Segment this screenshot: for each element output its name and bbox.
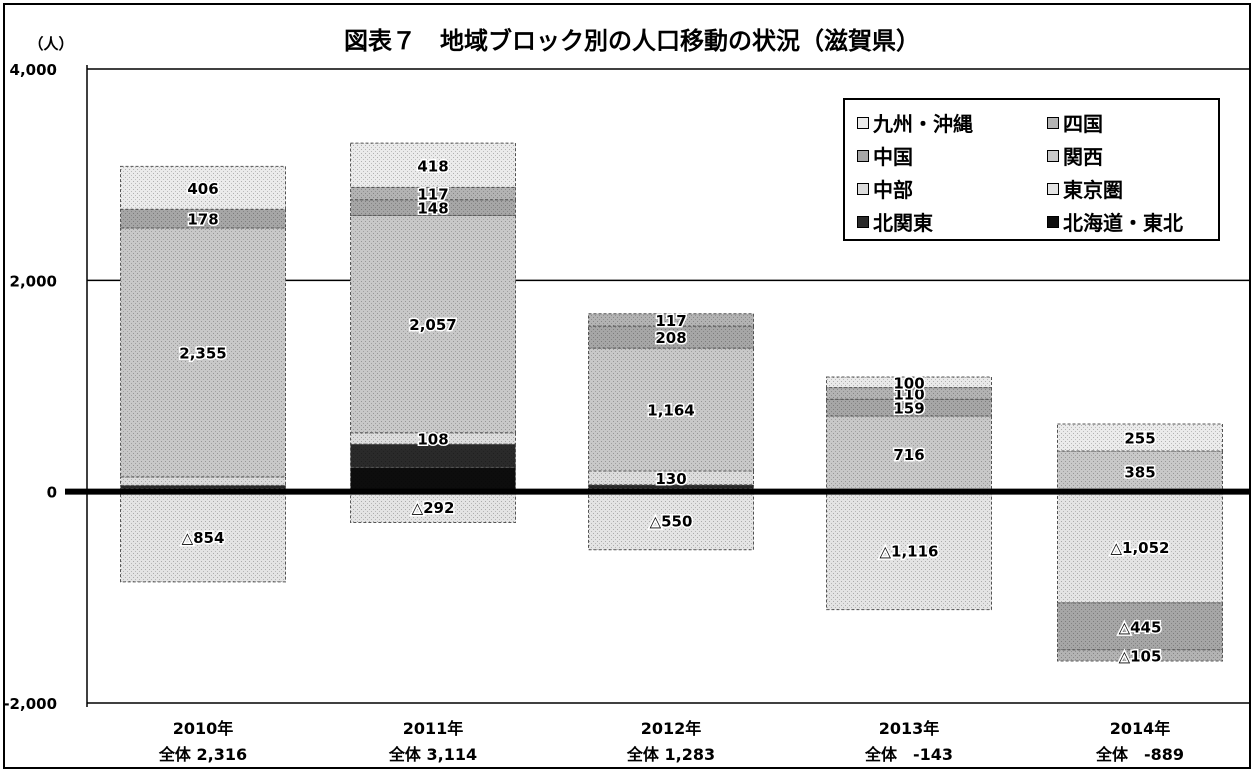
data-label: 406 <box>187 180 218 198</box>
legend-swatch <box>1047 182 1059 195</box>
data-label: 208 <box>655 329 686 347</box>
x-tick-label: 2010年 <box>173 719 234 738</box>
legend-item: 四国 <box>1047 108 1103 137</box>
bar-segment-texture <box>826 491 992 610</box>
x-tick-label: 2012年 <box>641 719 702 738</box>
bar-segment-texture <box>1057 649 1223 661</box>
data-label: 108 <box>417 430 448 448</box>
data-label: 117 <box>417 186 448 204</box>
legend-item: 東京圏 <box>1047 174 1123 203</box>
data-label: 255 <box>1124 430 1155 448</box>
data-label: 2,355 <box>179 344 226 362</box>
bar-segment-texture <box>826 399 992 417</box>
chart-legend: 九州・沖縄 四国中国 関西中部 東京圏北関東 北海道・東北 <box>843 98 1220 241</box>
bar-segment-texture <box>826 416 992 492</box>
data-label: 418 <box>417 157 448 175</box>
bar-segment-texture <box>1057 491 1223 603</box>
legend-label: 九州・沖縄 <box>873 112 973 136</box>
data-label: 385 <box>1124 463 1155 481</box>
bar-segment-texture <box>588 348 754 472</box>
legend-label: 北関東 <box>873 211 933 235</box>
stacked-bar-chart: 図表７ 地域ブロック別の人口移動の状況（滋賀県） （人） △854 2,355 17… <box>5 27 1249 764</box>
data-label: △1,116 <box>880 543 939 561</box>
legend-label: 中部 <box>873 178 913 202</box>
bar-segment-texture <box>350 491 516 523</box>
y-tick-label: 0 <box>47 484 57 502</box>
bar-segment-texture <box>350 432 516 445</box>
data-label: 148 <box>417 200 448 218</box>
bar-segment-texture <box>588 313 754 327</box>
legend-item: 北関東 <box>857 207 933 236</box>
legend-item: 北海道・東北 <box>1047 207 1183 236</box>
data-label: △854 <box>182 529 225 547</box>
bar-segment-texture <box>1057 450 1223 492</box>
data-label: △292 <box>412 499 455 517</box>
legend-swatch <box>1047 215 1059 228</box>
bar-segment-texture <box>350 467 516 492</box>
bar-segment-texture <box>826 387 992 400</box>
legend-item: 中部 <box>857 174 913 203</box>
legend-label: 四国 <box>1063 112 1103 136</box>
legend-label: 関西 <box>1063 145 1103 169</box>
data-label: 159 <box>893 400 924 418</box>
bar-segment-texture <box>350 215 516 433</box>
bar-segment-texture <box>350 143 516 188</box>
data-label: △550 <box>650 513 693 531</box>
bar-segment-texture <box>120 476 286 486</box>
bar-segment-texture <box>350 199 516 216</box>
bar-segment-texture <box>1057 602 1223 650</box>
bar-segment-texture <box>588 484 754 489</box>
chart-title: 図表７ 地域ブロック別の人口移動の状況（滋賀県） <box>344 27 920 55</box>
data-label: 100 <box>893 374 924 392</box>
legend-swatch <box>857 182 869 195</box>
x-tick-total-label: 全体 -143 <box>864 745 953 764</box>
y-tick-label: 2,000 <box>10 272 57 290</box>
data-label: △445 <box>1119 618 1162 636</box>
legend-label: 中国 <box>873 145 913 169</box>
data-label: 117 <box>655 312 686 330</box>
legend-label: 東京圏 <box>1063 178 1123 202</box>
legend-swatch <box>1047 116 1059 129</box>
x-tick-total-label: 全体 -889 <box>1095 745 1184 764</box>
bar-segment-texture <box>120 491 286 582</box>
y-tick-label: 4,000 <box>10 61 57 79</box>
legend-swatch <box>1047 149 1059 162</box>
x-tick-label: 2013年 <box>879 719 940 738</box>
bar-segment-texture <box>350 187 516 200</box>
x-tick-label: 2011年 <box>403 719 464 738</box>
legend-item: 九州・沖縄 <box>857 108 973 137</box>
legend-item: 関西 <box>1047 141 1103 170</box>
bar-segment-texture <box>120 166 286 210</box>
legend-swatch <box>857 149 869 162</box>
bar-segment-texture <box>826 377 992 388</box>
x-tick-label: 2014年 <box>1110 719 1171 738</box>
data-label: △1,052 <box>1111 539 1170 557</box>
bar-segment-texture <box>588 471 754 485</box>
data-label: 716 <box>893 446 924 464</box>
x-tick-total-label: 全体 3,114 <box>388 745 477 764</box>
data-label: 130 <box>655 470 686 488</box>
chart-frame: 図表７ 地域ブロック別の人口移動の状況（滋賀県） （人） △854 2,355 17… <box>3 3 1251 769</box>
x-tick-total-label: 全体 2,316 <box>158 745 247 764</box>
data-label: 2,057 <box>409 316 456 334</box>
data-label: 1,164 <box>647 402 694 420</box>
data-label: 178 <box>187 211 218 229</box>
bar-segment-texture <box>1057 424 1223 451</box>
bar-segment-texture <box>588 491 754 550</box>
y-tick-label: -2,000 <box>5 695 57 713</box>
bar-segment-texture <box>350 444 516 468</box>
legend-swatch <box>857 116 869 129</box>
data-label: 110 <box>893 385 924 403</box>
legend-item: 中国 <box>857 141 913 170</box>
legend-label: 北海道・東北 <box>1063 211 1183 235</box>
bar-segment-texture <box>120 209 286 229</box>
legend-swatch <box>857 215 869 228</box>
bar-segment-texture <box>120 485 286 489</box>
y-axis-unit-label: （人） <box>28 35 73 53</box>
data-label: △105 <box>1119 647 1162 665</box>
x-tick-total-label: 全体 1,283 <box>626 745 715 764</box>
bar-segment-texture <box>120 228 286 477</box>
bar-segment-texture <box>588 326 754 349</box>
